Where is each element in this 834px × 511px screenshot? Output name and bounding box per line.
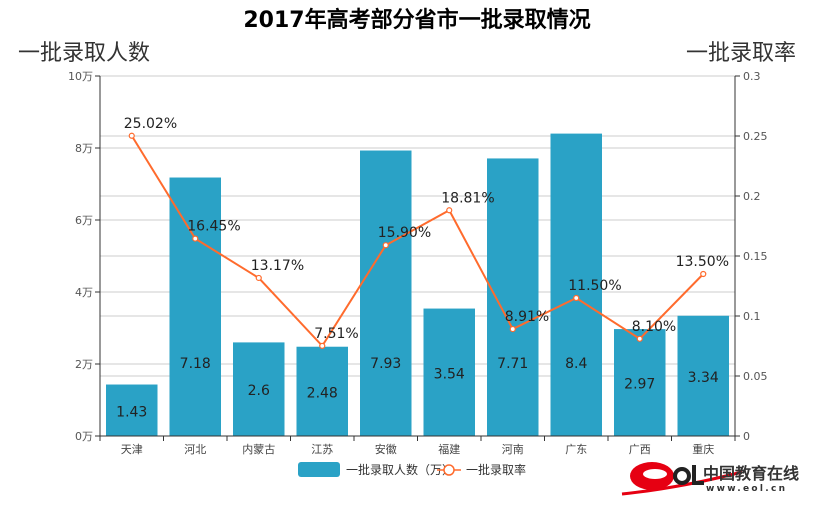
rate-point: [319, 342, 326, 349]
x-tick-label: 天津: [121, 443, 143, 456]
rate-point: [636, 335, 643, 342]
bar-data-label: 7.71: [497, 356, 528, 372]
y2-tick-label: 0.25: [743, 130, 768, 143]
bar: [423, 308, 475, 436]
y-tick-label: 10万: [68, 70, 93, 83]
x-tick-label: 安徽: [375, 442, 397, 456]
rate-point: [192, 235, 199, 242]
rate-point: [128, 132, 135, 139]
bar-data-label: 7.93: [370, 356, 401, 372]
y-tick-label: 8万: [75, 142, 93, 155]
x-tick-label: 广东: [565, 443, 587, 456]
x-tick-label: 福建: [438, 442, 460, 456]
bar-data-label: 2.97: [624, 377, 655, 393]
rate-data-label: 18.81%: [441, 190, 494, 206]
bar: [233, 342, 285, 436]
y2-tick-label: 0.05: [743, 370, 768, 383]
legend-line-marker: [443, 464, 455, 476]
rate-point: [255, 274, 262, 282]
rate-data-label: 8.91%: [505, 309, 549, 325]
legend-bar-swatch: [298, 462, 340, 477]
bar-data-label: 7.18: [180, 356, 211, 372]
rate-data-label: 8.10%: [632, 319, 676, 335]
bar-data-label: 3.34: [688, 370, 719, 386]
bar: [677, 315, 729, 436]
y-tick-label: 6万: [75, 214, 93, 227]
bars: 1.43 7.18 2.6 2.48 7.93 3.54 7.71 8.4 2.97 3.34: [106, 133, 729, 436]
y-tick-label: 2万: [75, 358, 93, 371]
logo-url: www.eol.cn: [706, 484, 787, 494]
y2-axis-label: 一批录取率: [686, 41, 796, 66]
chart-title: 2017年高考部分省市一批录取情况: [243, 7, 590, 33]
rate-point: [700, 270, 707, 278]
y2-tick-label: 0.2: [743, 190, 761, 203]
rate-data-label: 15.90%: [378, 225, 431, 241]
bar: [614, 329, 666, 436]
x-tick-label: 河北: [184, 443, 206, 456]
y2-tick-label: 0: [743, 430, 750, 443]
x-tick-label: 河南: [502, 443, 524, 456]
bar-data-label: 3.54: [434, 366, 465, 382]
eol-logo: 中国教育在线 www.eol.cn: [621, 462, 799, 496]
y-axis-label: 一批录取人数: [18, 41, 150, 66]
rate-point: [573, 294, 580, 302]
bar: [296, 346, 348, 436]
rate-point: [509, 325, 516, 333]
x-tick-label: 江苏: [311, 443, 333, 456]
legend-bar-label: 一批录取人数（万）: [346, 462, 454, 477]
y2-tick-label: 0.15: [743, 250, 768, 263]
bar-data-label: 2.48: [307, 385, 338, 401]
axes: 0万 2万 4万 6万 8万 10万 0 0.05 0.1 0.15 0.2 0.25 0.3 天津 河北 内…: [68, 70, 768, 456]
y2-tick-label: 0.1: [743, 310, 761, 323]
y-tick-label: 0万: [75, 430, 93, 443]
rate-data-label: 13.17%: [251, 258, 304, 274]
bar: [360, 150, 412, 436]
bar-data-label: 1.43: [116, 404, 147, 420]
y2-tick-label: 0.3: [743, 70, 761, 83]
logo-name: 中国教育在线: [703, 464, 799, 483]
bar: [169, 177, 221, 436]
rate-data-label: 11.50%: [568, 278, 621, 294]
x-tick-label: 广西: [629, 443, 651, 456]
rate-point: [382, 242, 389, 249]
bar-data-label: 8.4: [565, 356, 587, 372]
bar: [106, 384, 158, 436]
rate-point: [446, 207, 453, 214]
legend[interactable]: 一批录取人数（万） 一批录取率: [298, 462, 526, 477]
rate-polyline: [130, 135, 704, 348]
bar-data-label: 2.6: [248, 383, 270, 399]
rate-data-label: 13.50%: [676, 254, 729, 270]
rate-data-label: 16.45%: [187, 219, 240, 235]
rate-data-label: 7.51%: [314, 326, 358, 342]
x-tick-label: 重庆: [692, 442, 714, 456]
bar: [550, 133, 602, 436]
y-tick-label: 4万: [75, 286, 93, 299]
rate-data-label: 25.02%: [124, 116, 177, 132]
legend-line-label: 一批录取率: [466, 462, 526, 477]
rate-line: 25.02% 16.45% 13.17% 7.51% 15.90% 18.81% 8.91%…: [124, 116, 729, 349]
x-tick-label: 内蒙古: [242, 442, 275, 456]
